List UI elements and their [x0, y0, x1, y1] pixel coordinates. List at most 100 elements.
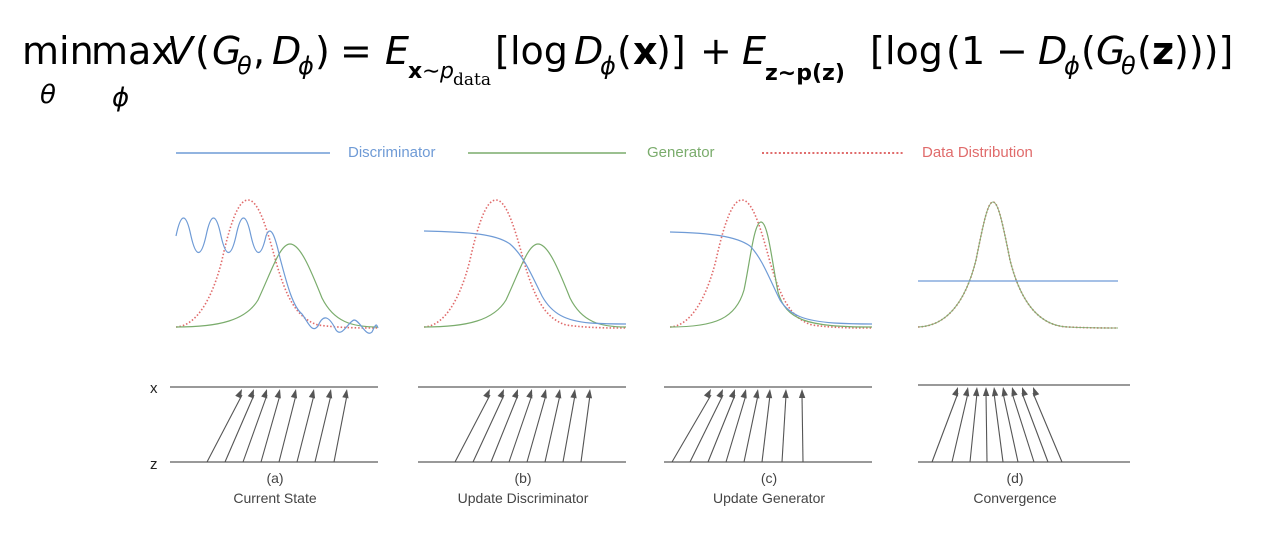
formula-log1: log — [510, 29, 568, 73]
panel-b-arrow-shaft — [526, 394, 547, 463]
panel-d-arrow-head — [1001, 387, 1008, 397]
formula-d2-sub: ϕ — [600, 52, 616, 80]
panel-d-arrow-shaft — [951, 392, 969, 463]
formula-e1-sub-sim: ∼ — [422, 59, 440, 84]
panel-b-letter: (b) — [514, 470, 531, 486]
panel-d-arrow-shaft — [1032, 392, 1063, 463]
panel-a-data-curve — [175, 199, 379, 329]
panel-d-arrow-head — [1033, 387, 1040, 397]
panel-a-generator-curve — [175, 243, 379, 328]
panel-d-data-curve — [917, 201, 1119, 329]
panel-a-arrow-shaft — [206, 394, 243, 463]
formula-paren-open: ( — [195, 29, 210, 73]
axis-label-z: z — [150, 456, 158, 473]
panel-b-arrow-head — [585, 389, 593, 399]
formula-min: min — [22, 29, 94, 73]
formula-paren-close: ) — [315, 29, 330, 73]
panel-c-arrow-head — [753, 389, 760, 399]
panel-b-arrow-head — [540, 389, 547, 399]
formula-minus: − — [996, 29, 1028, 73]
panel-a-discriminator-curve — [175, 217, 379, 334]
panel-a-arrow-head — [290, 389, 298, 399]
panel-d-arrow-head — [962, 387, 970, 397]
panel-a-arrow-head — [325, 389, 333, 399]
panel-d-arrow-head — [1011, 387, 1018, 397]
panel-c-arrow-shaft — [689, 394, 724, 463]
panel-b-arrow-shaft — [472, 394, 505, 463]
panel-a-arrow-head — [274, 389, 281, 399]
panel-d-arrow-head — [1021, 387, 1028, 397]
panel-d-arrow-shaft — [985, 392, 988, 463]
formula-paren2-close: )] — [656, 29, 686, 73]
formula-max-sub: ϕ — [112, 83, 129, 113]
formula-d: D — [272, 29, 301, 73]
panel-c-arrow-shaft — [725, 394, 747, 463]
formula-e2: E — [742, 29, 766, 73]
panel-a-arrow-shaft — [278, 394, 297, 463]
panel-c-caption: Update Generator — [713, 490, 825, 506]
legend-discriminator-label: Discriminator — [348, 144, 436, 161]
formula-paren2-open: ( — [617, 29, 632, 73]
formula-d-sub: ϕ — [298, 52, 314, 80]
formula-e1-sub-x: x — [408, 59, 422, 84]
panel-d-arrow-shaft — [1002, 392, 1019, 463]
formula-g: G — [212, 29, 241, 73]
axis-label-x: x — [150, 380, 158, 397]
formula-v: V — [167, 29, 196, 73]
panel-c-generator-curve — [669, 221, 873, 328]
panel-c-arrow-head — [798, 389, 806, 399]
panel-b-arrow-shaft — [454, 394, 491, 463]
formula-d2: D — [574, 29, 603, 73]
panel-b-arrow-head — [526, 389, 533, 399]
formula-g2: G — [1096, 29, 1125, 73]
panel-c-letter: (c) — [761, 470, 777, 486]
formula-paren4-open: ( — [1081, 29, 1096, 73]
formula-plus: + — [700, 29, 732, 73]
formula-paren3-open: ( — [946, 29, 961, 73]
panel-c-arrow-head — [716, 389, 723, 399]
legend-generator-label: Generator — [647, 144, 715, 161]
formula-min-sub: θ — [40, 80, 56, 110]
panel-b-caption: Update Discriminator — [458, 490, 589, 506]
panel-c-arrow-shaft — [801, 394, 804, 463]
panel-b-arrow-shaft — [544, 394, 561, 463]
legend-data-distribution-label: Data Distribution — [922, 144, 1033, 161]
panel-a-arrow-head — [235, 389, 242, 399]
panel-a-arrow-shaft — [260, 394, 281, 463]
formula-paren5-open: ( — [1137, 29, 1152, 73]
panel-a-arrow-shaft — [333, 394, 348, 463]
panel-b-arrow-shaft — [508, 394, 533, 463]
panel-a-arrow-head — [261, 389, 268, 399]
panel-a-arrow-shaft — [296, 394, 315, 463]
panel-a — [170, 199, 379, 463]
panel-d-arrow-shaft — [1011, 392, 1035, 463]
formula-close-all: )))] — [1174, 29, 1233, 73]
panel-b-arrow-head — [511, 389, 518, 399]
formula-log2: log — [885, 29, 943, 73]
panel-a-arrow-shaft — [314, 394, 332, 463]
panel-b-arrow-head — [483, 389, 490, 399]
formula-comma: , — [253, 29, 265, 73]
formula-e1: E — [385, 29, 409, 73]
formula-e1-sub-data: data — [453, 70, 491, 90]
panel-d-arrow-head — [972, 387, 980, 397]
panel-b-arrow-shaft — [562, 394, 576, 463]
panel-b-arrow-shaft — [580, 394, 591, 463]
panel-d-letter: (d) — [1006, 470, 1023, 486]
panel-c-arrow-head — [765, 389, 773, 399]
panel-c-arrow-head — [703, 389, 711, 399]
panel-c-arrow-shaft — [671, 394, 712, 463]
panel-b-generator-curve — [423, 243, 627, 328]
panel-d-arrow-head — [991, 387, 999, 397]
panel-d-generator-curve — [917, 201, 1119, 329]
legend: Discriminator Generator Data Distributio… — [176, 144, 1033, 161]
panel-a-arrow-shaft — [224, 394, 255, 463]
formula-e2-sub: z∼p(z) — [765, 61, 845, 86]
gan-objective-formula: min θ max ϕ V ( G θ , D ϕ ) = E x ∼ p da… — [22, 29, 1233, 113]
panel-c-data-curve — [669, 199, 873, 329]
panel-a-arrow-head — [342, 389, 349, 399]
panel-c-arrow-shaft — [781, 394, 787, 463]
formula-x: x — [633, 29, 658, 73]
panel-d-arrow-head — [982, 387, 990, 397]
